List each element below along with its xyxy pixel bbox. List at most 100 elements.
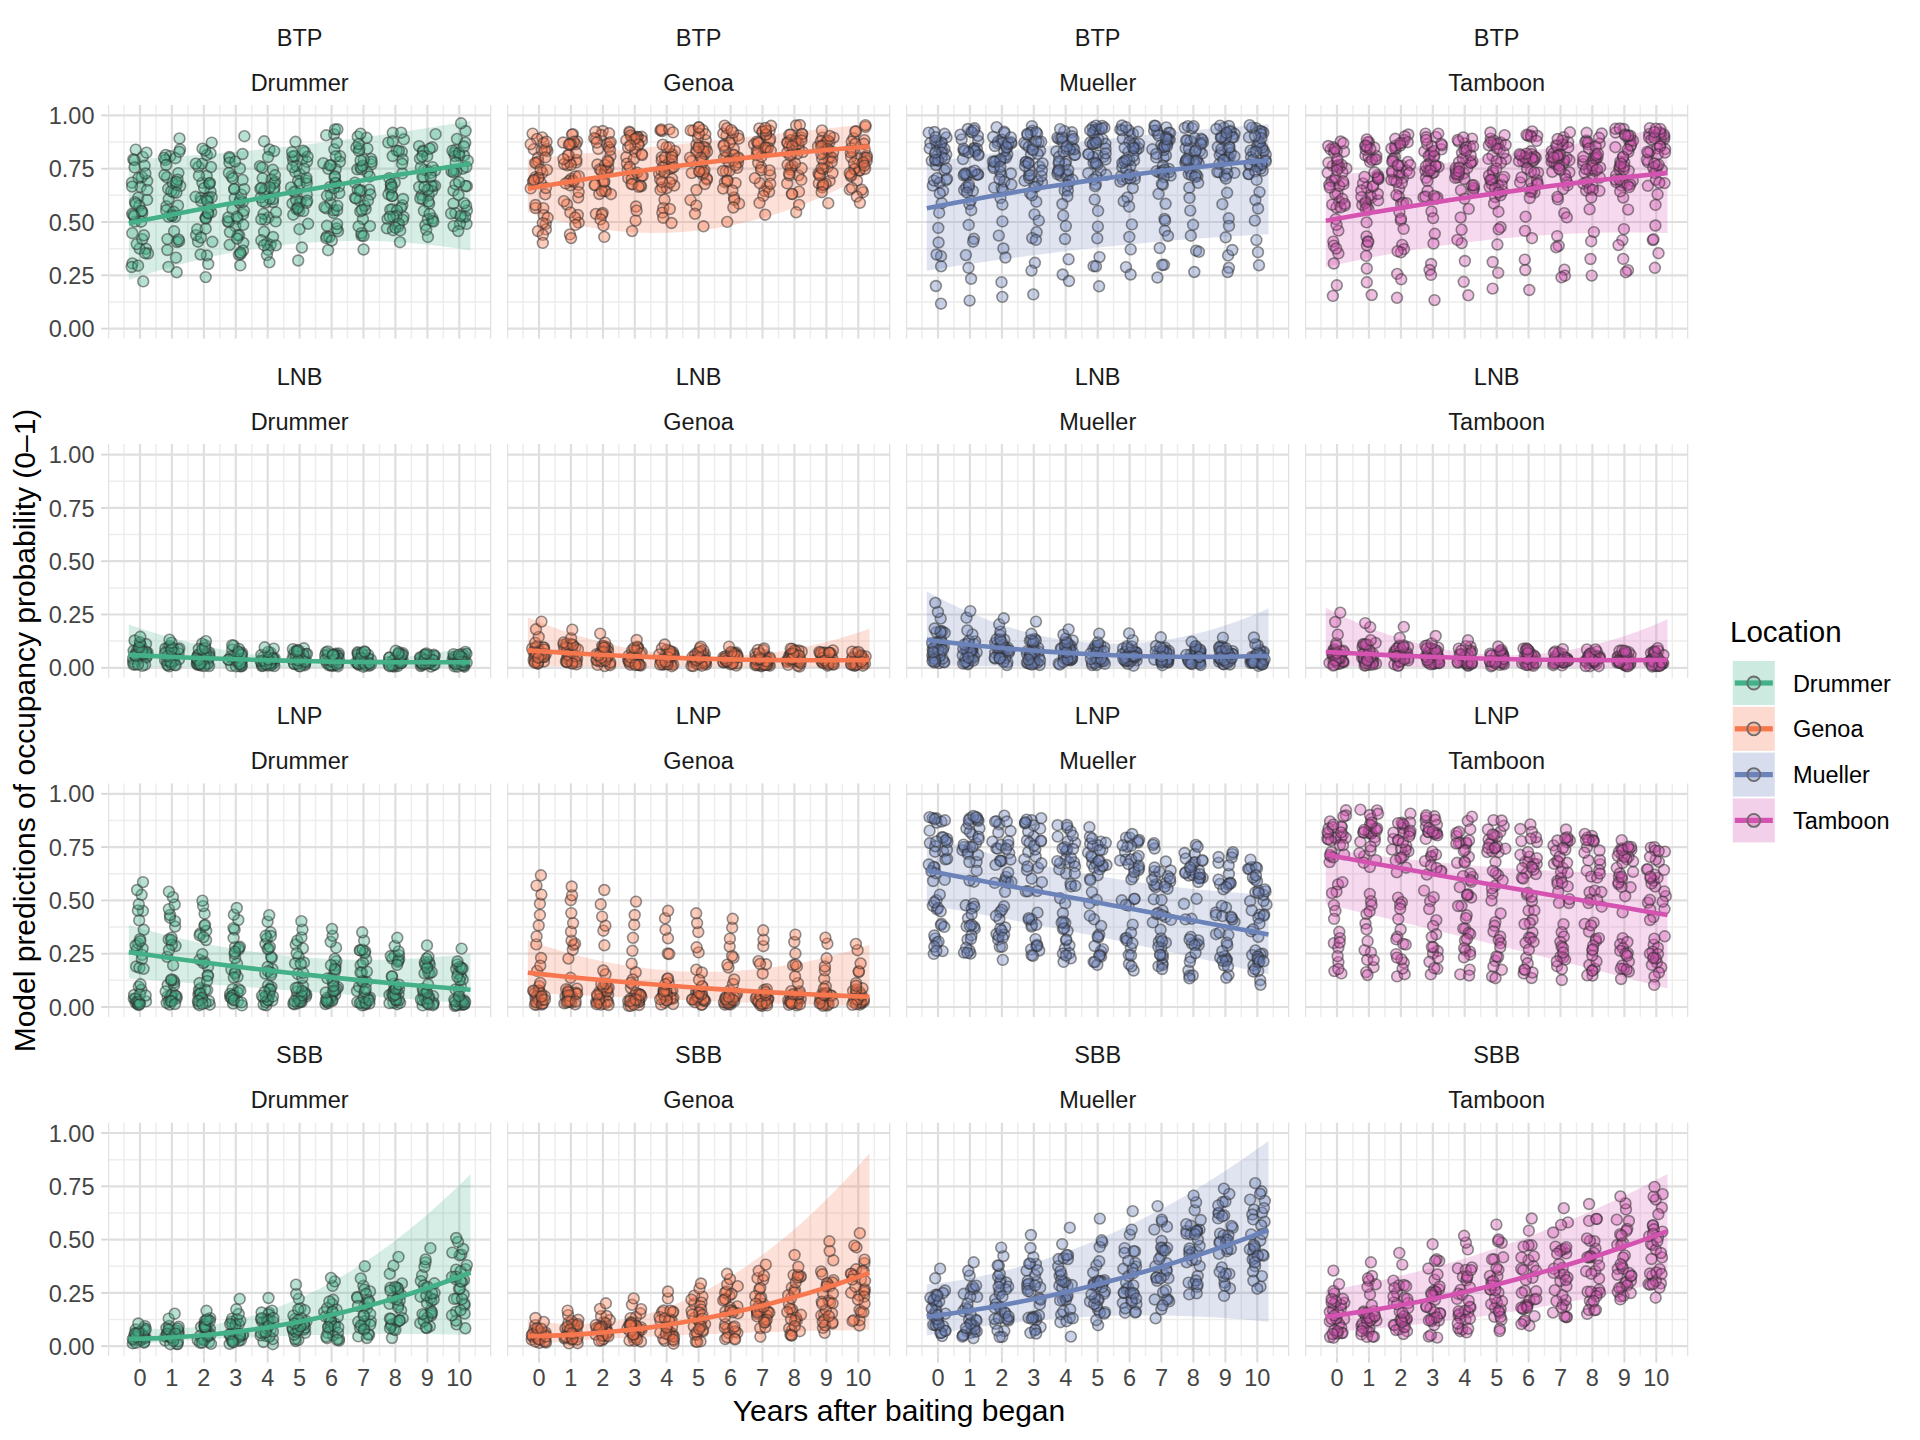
svg-text:7: 7 [756,1365,769,1391]
svg-text:9: 9 [421,1365,434,1391]
svg-text:0.75: 0.75 [49,156,95,182]
svg-text:0.50: 0.50 [49,210,95,236]
svg-text:7: 7 [1155,1365,1168,1391]
svg-text:0.50: 0.50 [49,888,95,914]
svg-text:BTP: BTP [277,25,323,51]
svg-text:2: 2 [1394,1365,1407,1391]
svg-text:0: 0 [532,1365,545,1391]
svg-text:9: 9 [820,1365,833,1391]
svg-text:Genoa: Genoa [663,70,734,96]
svg-text:10: 10 [1643,1365,1669,1391]
svg-text:5: 5 [692,1365,705,1391]
svg-text:BTP: BTP [1075,25,1121,51]
svg-text:Genoa: Genoa [663,409,734,435]
svg-text:LNB: LNB [676,364,722,390]
svg-text:Drummer: Drummer [251,748,349,774]
svg-text:Model predictions of occupancy: Model predictions of occupancy probabili… [8,409,41,1053]
svg-text:3: 3 [1426,1365,1439,1391]
svg-text:Mueller: Mueller [1059,1087,1136,1113]
svg-text:LNB: LNB [1474,364,1520,390]
svg-text:Tamboon: Tamboon [1793,808,1890,834]
svg-text:Drummer: Drummer [1793,671,1891,697]
svg-text:1.00: 1.00 [49,442,95,468]
svg-text:5: 5 [1490,1365,1503,1391]
svg-text:8: 8 [1586,1365,1599,1391]
svg-text:0.00: 0.00 [49,655,95,681]
svg-text:6: 6 [325,1365,338,1391]
svg-text:0.25: 0.25 [49,263,95,289]
svg-text:Drummer: Drummer [251,409,349,435]
svg-text:1: 1 [1362,1365,1375,1391]
svg-text:BTP: BTP [676,25,722,51]
svg-text:1: 1 [564,1365,577,1391]
svg-text:LNB: LNB [277,364,323,390]
svg-text:BTP: BTP [1474,25,1520,51]
svg-text:1.00: 1.00 [49,103,95,129]
svg-text:0: 0 [133,1365,146,1391]
svg-text:1: 1 [963,1365,976,1391]
svg-text:10: 10 [446,1365,472,1391]
svg-text:Genoa: Genoa [663,748,734,774]
svg-text:3: 3 [628,1365,641,1391]
svg-text:Tamboon: Tamboon [1448,748,1545,774]
svg-text:7: 7 [357,1365,370,1391]
svg-text:0: 0 [931,1365,944,1391]
svg-text:0.50: 0.50 [49,549,95,575]
svg-text:3: 3 [1027,1365,1040,1391]
svg-text:Location: Location [1730,615,1842,648]
svg-text:0.25: 0.25 [49,941,95,967]
svg-text:Genoa: Genoa [1793,716,1864,742]
svg-text:0.00: 0.00 [49,316,95,342]
svg-text:8: 8 [389,1365,402,1391]
svg-text:8: 8 [788,1365,801,1391]
svg-text:2: 2 [596,1365,609,1391]
svg-text:6: 6 [1123,1365,1136,1391]
svg-text:0.75: 0.75 [49,835,95,861]
svg-text:0.75: 0.75 [49,1174,95,1200]
svg-text:8: 8 [1187,1365,1200,1391]
svg-text:Mueller: Mueller [1793,762,1870,788]
svg-text:3: 3 [229,1365,242,1391]
svg-text:7: 7 [1554,1365,1567,1391]
svg-text:Genoa: Genoa [663,1087,734,1113]
svg-text:Mueller: Mueller [1059,70,1136,96]
svg-text:2: 2 [995,1365,1008,1391]
svg-text:6: 6 [724,1365,737,1391]
svg-text:4: 4 [261,1365,274,1391]
svg-text:0.75: 0.75 [49,496,95,522]
svg-text:LNB: LNB [1075,364,1121,390]
svg-text:2: 2 [197,1365,210,1391]
svg-text:Tamboon: Tamboon [1448,409,1545,435]
svg-text:0.00: 0.00 [49,995,95,1021]
svg-text:1: 1 [165,1365,178,1391]
svg-text:SBB: SBB [1074,1042,1121,1068]
svg-text:0: 0 [1330,1365,1343,1391]
svg-text:Mueller: Mueller [1059,409,1136,435]
svg-text:5: 5 [1091,1365,1104,1391]
svg-text:Drummer: Drummer [251,1087,349,1113]
svg-text:LNP: LNP [676,703,722,729]
svg-text:SBB: SBB [1473,1042,1520,1068]
svg-text:SBB: SBB [675,1042,722,1068]
svg-text:SBB: SBB [276,1042,323,1068]
svg-text:9: 9 [1219,1365,1232,1391]
svg-text:LNP: LNP [277,703,323,729]
svg-text:0.50: 0.50 [49,1227,95,1253]
svg-text:6: 6 [1522,1365,1535,1391]
svg-text:10: 10 [1244,1365,1270,1391]
svg-text:1.00: 1.00 [49,781,95,807]
svg-text:LNP: LNP [1474,703,1520,729]
svg-text:4: 4 [1458,1365,1471,1391]
svg-text:Tamboon: Tamboon [1448,70,1545,96]
svg-text:9: 9 [1618,1365,1631,1391]
svg-text:0.00: 0.00 [49,1334,95,1360]
svg-text:Drummer: Drummer [251,70,349,96]
svg-text:Years after baiting began: Years after baiting began [733,1394,1065,1427]
svg-text:LNP: LNP [1075,703,1121,729]
svg-text:0.25: 0.25 [49,602,95,628]
svg-text:0.25: 0.25 [49,1281,95,1307]
svg-text:Tamboon: Tamboon [1448,1087,1545,1113]
svg-text:Mueller: Mueller [1059,748,1136,774]
svg-text:10: 10 [845,1365,871,1391]
svg-text:1.00: 1.00 [49,1121,95,1147]
